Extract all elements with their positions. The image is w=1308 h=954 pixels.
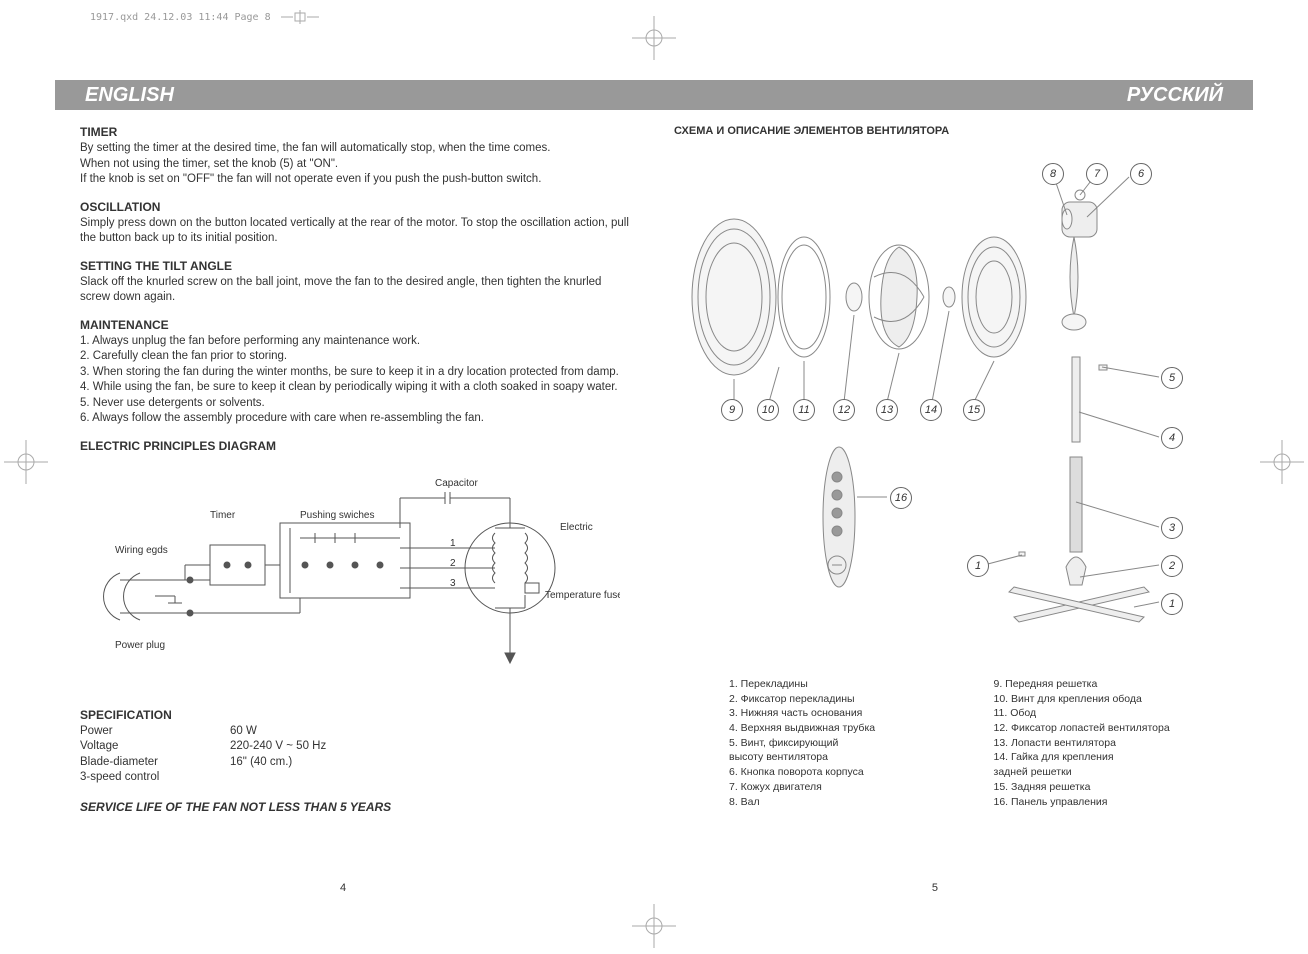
circuit-svg: Capacitor Timer Pushing swiches Electric… xyxy=(100,468,620,668)
page-number-right: 5 xyxy=(932,882,938,894)
label-n3: 3 xyxy=(450,578,456,589)
spec-value-2: 16" (40 cm.) xyxy=(230,755,292,771)
page-number-left: 4 xyxy=(340,882,346,894)
russian-column: СХЕМА И ОПИСАНИЕ ЭЛЕМЕНТОВ ВЕНТИЛЯТОРА xyxy=(674,125,1228,894)
label-switches: Pushing swiches xyxy=(300,510,374,521)
callout-1b: 1 xyxy=(1161,593,1183,615)
maint-4: 5. Never use detergents or solvents. xyxy=(80,396,634,412)
print-header: 1917.qxd 24.12.03 11:44 Page 8 xyxy=(90,10,321,24)
callout-8: 8 xyxy=(1042,163,1064,185)
pl-5: высоту вентилятора xyxy=(729,750,964,765)
callout-6: 6 xyxy=(1130,163,1152,185)
crop-mark-bottom xyxy=(632,904,676,948)
spec-row-1: Voltage 220-240 V ~ 50 Hz xyxy=(80,739,634,755)
pr-0: 9. Передняя решетка xyxy=(994,677,1229,692)
callout-2: 2 xyxy=(1161,555,1183,577)
callout-4: 4 xyxy=(1161,427,1183,449)
pl-1: 2. Фиксатор перекладины xyxy=(729,692,964,707)
timer-line-0: By setting the timer at the desired time… xyxy=(80,141,634,157)
timer-line-2: If the knob is set on "OFF" the fan will… xyxy=(80,172,634,188)
diagram-title: ELECTRIC PRINCIPLES DIAGRAM xyxy=(80,439,634,453)
maint-0: 1. Always unplug the fan before performi… xyxy=(80,334,634,350)
pl-2: 3. Нижняя часть основания xyxy=(729,706,964,721)
main-content: TIMER By setting the timer at the desire… xyxy=(80,125,1228,894)
spec-value-0: 60 W xyxy=(230,724,257,740)
maint-2: 3. When storing the fan during the winte… xyxy=(80,365,634,381)
pl-8: 8. Вал xyxy=(729,795,964,810)
callout-14: 14 xyxy=(920,399,942,421)
maint-3: 4. While using the fan, be sure to keep … xyxy=(80,380,634,396)
pr-6: задней решетки xyxy=(994,765,1229,780)
fan-diagram: 8 7 6 9 10 11 12 13 14 15 5 4 3 2 1 1 16 xyxy=(674,147,1228,667)
label-n2: 2 xyxy=(450,558,456,569)
oscillation-title: OSCILLATION xyxy=(80,200,634,214)
callout-1: 1 xyxy=(967,555,989,577)
tilt-text: Slack off the knurled screw on the ball … xyxy=(80,275,634,306)
pr-3: 12. Фиксатор лопастей вентилятора xyxy=(994,721,1229,736)
label-plug: Power plug xyxy=(115,640,165,651)
pr-7: 15. Задняя решетка xyxy=(994,780,1229,795)
pr-2: 11. Обод xyxy=(994,706,1229,721)
maint-1: 2. Carefully clean the fan prior to stor… xyxy=(80,349,634,365)
pl-4: 5. Винт, фиксирующий xyxy=(729,736,964,751)
russian-diagram-title: СХЕМА И ОПИСАНИЕ ЭЛЕМЕНТОВ ВЕНТИЛЯТОРА xyxy=(674,125,1228,137)
callout-11: 11 xyxy=(793,399,815,421)
service-life: SERVICE LIFE OF THE FAN NOT LESS THAN 5 … xyxy=(80,800,634,814)
label-wiring: Wiring egds xyxy=(115,545,168,556)
label-capacitor: Capacitor xyxy=(435,478,478,489)
pr-5: 14. Гайка для крепления xyxy=(994,750,1229,765)
header-english: ENGLISH xyxy=(55,80,654,110)
spec-row-2: Blade-diameter 16" (40 cm.) xyxy=(80,755,634,771)
callout-10: 10 xyxy=(757,399,779,421)
spec-value-1: 220-240 V ~ 50 Hz xyxy=(230,739,326,755)
label-tempfuse: Temperature fuse xyxy=(545,590,620,601)
spec-row-3: 3-speed control xyxy=(80,770,634,786)
tilt-title: SETTING THE TILT ANGLE xyxy=(80,259,634,273)
timer-title: TIMER xyxy=(80,125,634,139)
label-electric: Electric xyxy=(560,522,593,533)
pl-7: 7. Кожух двигателя xyxy=(729,780,964,795)
callout-12: 12 xyxy=(833,399,855,421)
callout-5: 5 xyxy=(1161,367,1183,389)
parts-col-right: 9. Передняя решетка 10. Винт для креплен… xyxy=(994,677,1229,809)
english-column: TIMER By setting the timer at the desire… xyxy=(80,125,634,894)
spec-label-1: Voltage xyxy=(80,739,230,755)
crop-mark-top xyxy=(632,16,676,60)
maintenance-title: MAINTENANCE xyxy=(80,318,634,332)
oscillation-text: Simply press down on the button located … xyxy=(80,216,634,247)
label-timer: Timer xyxy=(210,510,236,521)
print-header-icon xyxy=(281,10,321,24)
pl-3: 4. Верхняя выдвижная трубка xyxy=(729,721,964,736)
pr-1: 10. Винт для крепления обода xyxy=(994,692,1229,707)
crop-mark-left xyxy=(4,440,48,484)
spec-label-3: 3-speed control xyxy=(80,770,230,786)
spec-label-0: Power xyxy=(80,724,230,740)
timer-line-1: When not using the timer, set the knob (… xyxy=(80,157,634,173)
callout-13: 13 xyxy=(876,399,898,421)
pl-0: 1. Перекладины xyxy=(729,677,964,692)
pl-6: 6. Кнопка поворота корпуса xyxy=(729,765,964,780)
pr-4: 13. Лопасти вентилятора xyxy=(994,736,1229,751)
pr-8: 16. Панель управления xyxy=(994,795,1229,810)
spec-title: SPECIFICATION xyxy=(80,708,634,722)
label-n1: 1 xyxy=(450,538,456,549)
callout-7: 7 xyxy=(1086,163,1108,185)
callout-3: 3 xyxy=(1161,517,1183,539)
print-header-text: 1917.qxd 24.12.03 11:44 Page 8 xyxy=(90,12,271,23)
spec-label-2: Blade-diameter xyxy=(80,755,230,771)
parts-col-left: 1. Перекладины 2. Фиксатор перекладины 3… xyxy=(674,677,964,809)
spec-row-0: Power 60 W xyxy=(80,724,634,740)
circuit-diagram: Capacitor Timer Pushing swiches Electric… xyxy=(100,468,634,688)
header-bar: ENGLISH РУССКИЙ xyxy=(55,80,1253,110)
callout-9: 9 xyxy=(721,399,743,421)
crop-mark-right xyxy=(1260,440,1304,484)
callout-16: 16 xyxy=(890,487,912,509)
parts-list: 1. Перекладины 2. Фиксатор перекладины 3… xyxy=(674,677,1228,809)
header-russian: РУССКИЙ xyxy=(654,80,1253,110)
callout-15: 15 xyxy=(963,399,985,421)
maint-5: 6. Always follow the assembly procedure … xyxy=(80,411,634,427)
